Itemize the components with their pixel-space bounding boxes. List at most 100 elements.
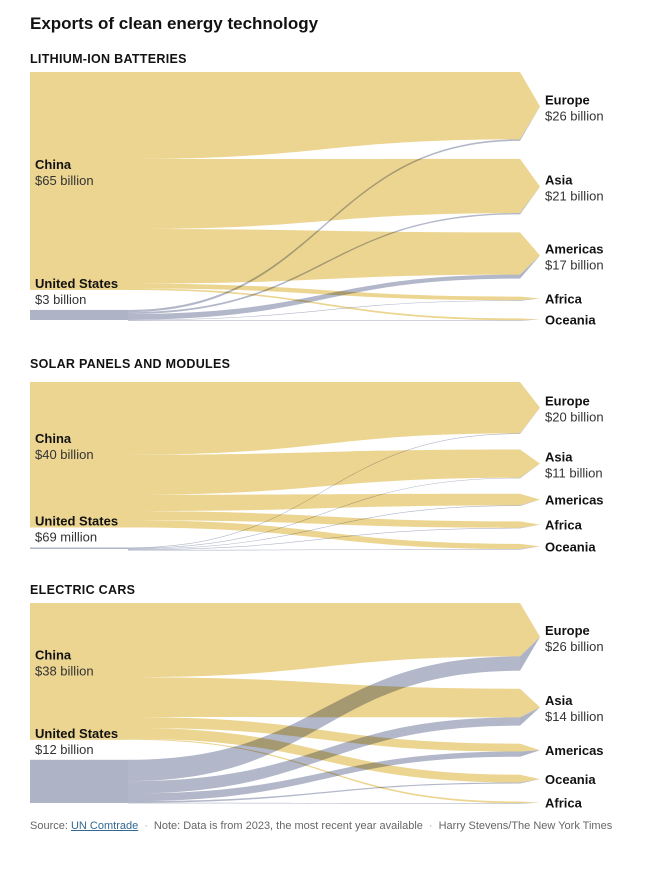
source-label-china: China (35, 647, 72, 662)
arrow-us-oceania (520, 779, 540, 784)
arrow-china-europe (520, 603, 540, 657)
target-value-europe: $26 billion (545, 108, 604, 123)
flow-china-to-americas (128, 229, 520, 284)
arrow-china-americas (520, 493, 540, 506)
arrow-china-africa (520, 296, 540, 301)
target-value-asia: $11 billion (545, 466, 603, 481)
flow-china-to-americas (128, 493, 520, 512)
flow-us-to-asia (128, 477, 520, 549)
flow-china-to-europe (128, 603, 520, 678)
panel-title: LITHIUM-ION BATTERIES (30, 52, 187, 66)
source-nodes: China$40 billion United States$69 million (30, 382, 128, 549)
flow-china-to-americas (128, 717, 520, 752)
footer-note: Note: Data is from 2023, the most recent… (153, 820, 423, 832)
target-label-africa: Africa (545, 292, 583, 307)
page-title: Exports of clean energy technology (30, 14, 319, 33)
source-value-china: $38 billion (35, 663, 94, 678)
arrow-china-asia (520, 688, 540, 718)
target-nodes: Europe$26 billion Asia$21 billion Americas… (520, 72, 604, 327)
target-label-europe: Europe (545, 92, 590, 107)
arrow-us-europe (520, 407, 540, 435)
arrow-us-americas (520, 750, 540, 757)
arrow-us-europe (520, 636, 540, 671)
panel-title: ELECTRIC CARS (30, 583, 136, 597)
flow-us-to-oceania (128, 320, 520, 321)
flow-us-to-europe (128, 139, 520, 313)
flow-china-to-africa (128, 283, 520, 301)
flow-us-to-oceania (128, 548, 520, 551)
arrow-china-asia (520, 449, 540, 478)
flow-us-to-africa (128, 802, 520, 804)
target-label-asia: Asia (545, 693, 573, 708)
flows (128, 603, 520, 804)
flow-us-to-africa (128, 527, 520, 550)
flow-us-to-asia (128, 213, 520, 315)
target-nodes: Europe$26 billion Asia$14 billion Americas… (520, 603, 604, 811)
panel-solar-panels: SOLAR PANELS AND MODULES China $40 billio… (0, 357, 664, 567)
source-node-china (30, 72, 128, 290)
target-label-oceania: Oceania (545, 312, 596, 327)
arrow-china-europe (520, 382, 540, 434)
arrow-china-africa (520, 801, 540, 804)
arrow-us-oceania (520, 319, 540, 321)
flow-us-to-europe (128, 433, 520, 549)
target-value-europe: $20 billion (545, 410, 604, 425)
source-link[interactable]: UN Comtrade (70, 820, 139, 832)
flow-china-to-africa (128, 738, 520, 804)
arrow-china-asia (520, 158, 540, 214)
target-value-europe: $26 billion (545, 639, 604, 654)
sankey-chart-electric-cars: China$38 billion United States$12 billion… (30, 603, 604, 811)
arrow-us-africa (520, 298, 540, 301)
source-label-united-states: United States (35, 514, 118, 529)
source-node-united-states (30, 547, 128, 549)
flows (128, 72, 520, 321)
arrow-china-europe (520, 72, 540, 140)
target-label-asia: Asia (545, 450, 573, 465)
flow-china-to-europe (128, 72, 520, 160)
source-prefix: Source: (30, 820, 71, 832)
source-value-united-states: $3 billion (35, 292, 86, 307)
flow-china-to-oceania (128, 288, 520, 321)
arrow-china-oceania (520, 543, 540, 549)
target-label-africa: Africa (545, 518, 583, 533)
arrow-china-oceania (520, 774, 540, 783)
source-label-united-states: United States (35, 726, 118, 741)
source-label-united-states: United States (35, 276, 118, 291)
flow-china-to-africa (128, 511, 520, 528)
target-label-europe: Europe (545, 623, 590, 638)
target-value-asia: $21 billion (545, 189, 604, 204)
flow-us-to-europe (128, 656, 520, 782)
source-nodes: China$65 billion United States$3 billion (30, 72, 128, 320)
arrow-china-africa (520, 521, 540, 528)
flow-us-to-africa (128, 300, 520, 321)
target-label-oceania: Oceania (545, 772, 596, 787)
target-value-asia: $14 billion (545, 709, 604, 724)
flow-china-to-asia (128, 449, 520, 495)
arrow-us-americas (520, 255, 540, 279)
separator-dot: · (428, 820, 433, 832)
flows (128, 382, 520, 551)
target-label-americas: Americas (545, 743, 604, 758)
footer-credit: Harry Stevens/The New York Times (438, 820, 613, 832)
target-label-europe: Europe (545, 394, 590, 409)
target-label-americas: Americas (545, 493, 604, 508)
target-label-oceania: Oceania (545, 539, 596, 554)
arrow-china-oceania (520, 318, 540, 321)
target-nodes: Europe$20 billion Asia$11 billion Americas… (520, 382, 604, 554)
sankey-chart-solar: China$40 billion United States$69 million… (30, 382, 604, 554)
flow-us-to-americas (128, 751, 520, 802)
panel-electric-cars: ELECTRIC CARS China $38 billion United Sta… (0, 583, 664, 813)
source-node-china (30, 603, 128, 740)
flow-china-to-oceania (128, 520, 520, 549)
flow-china-to-europe (128, 382, 520, 455)
flow-us-to-americas (128, 274, 520, 320)
separator-dot: · (144, 820, 148, 832)
flow-us-to-americas (128, 505, 520, 550)
source-node-china (30, 382, 128, 528)
source-node-united-states (30, 309, 128, 320)
target-label-asia: Asia (545, 173, 573, 188)
arrow-china-americas (520, 232, 540, 275)
target-label-americas: Americas (545, 241, 604, 256)
source-label-china: China (35, 431, 72, 446)
flow-us-to-asia (128, 717, 520, 794)
